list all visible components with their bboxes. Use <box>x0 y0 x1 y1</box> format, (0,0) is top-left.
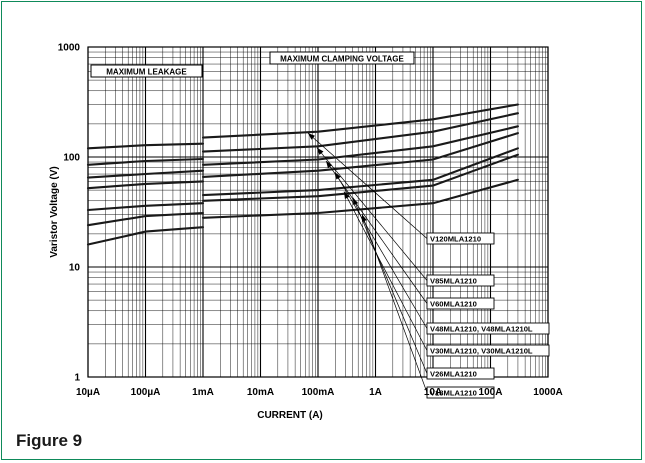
series-label: V48MLA1210, V48MLA1210L <box>430 325 533 334</box>
series-pointer-arrowhead <box>308 133 315 140</box>
series-label: V60MLA1210 <box>430 300 477 309</box>
x-tick-label: 100mA <box>302 387 335 398</box>
x-tick-label: 100µA <box>131 387 161 398</box>
series-pointer-line <box>361 214 428 393</box>
series-labels: V120MLA1210 V85MLA1210 V60MLA1210 V48MLA121… <box>307 132 550 399</box>
series-pointer-line <box>343 191 428 351</box>
y-tick-label: 1000 <box>58 43 81 54</box>
series-pointer-arrowhead <box>344 191 350 199</box>
series-pointer-arrowhead <box>361 214 367 222</box>
series-pointer-arrowhead <box>317 147 324 155</box>
clamping-label: MAXIMUM CLAMPING VOLTAGE <box>280 55 404 64</box>
series-curve-clamping <box>201 112 519 153</box>
series-curve-clamping <box>201 125 519 166</box>
figure-caption: Figure 9 <box>16 431 83 450</box>
series-label-box <box>426 297 495 310</box>
series-pointer-arrowhead <box>353 197 359 206</box>
series-label: V30MLA1210, V30MLA1210L <box>430 347 533 356</box>
series-label-box <box>426 367 495 380</box>
series-curve-leakage <box>86 180 205 190</box>
y-tick-label: 1 <box>74 373 80 384</box>
region-label-clamping: MAXIMUM CLAMPING VOLTAGE <box>269 51 415 65</box>
x-axis-title: CURRENT (A) <box>257 410 323 421</box>
y-axis-title: Varistor Voltage (V) <box>49 166 60 258</box>
y-tick-label: 100 <box>63 153 80 164</box>
x-tick-label: 10µA <box>76 387 100 398</box>
y-tick-labels: 1 10 100 1000 <box>58 43 81 384</box>
series-pointer-line <box>307 132 428 239</box>
x-tick-label: 100A <box>479 387 503 398</box>
series-pointer-arrowhead <box>326 160 333 169</box>
x-tick-label: 1A <box>369 387 382 398</box>
series-curve-leakage <box>86 202 205 212</box>
series-pointer-arrowhead <box>335 172 341 180</box>
series-label: V26MLA1210 <box>430 370 477 379</box>
x-tick-label: 1000A <box>533 387 562 398</box>
series-curve-clamping <box>201 132 519 178</box>
series-curve-clamping <box>201 103 519 139</box>
major-gridlines <box>87 46 549 378</box>
series-label-box <box>426 232 495 245</box>
series-pointer-line <box>316 147 428 281</box>
series-curve-leakage <box>86 142 205 150</box>
series-label: V120MLA1210 <box>430 235 481 244</box>
series-label-box <box>426 386 495 399</box>
y-tick-label: 10 <box>69 263 81 274</box>
x-tick-label: 1mA <box>192 387 214 398</box>
series-pointer-line <box>325 160 428 304</box>
series-pointer-line <box>334 172 428 329</box>
series-curve-clamping <box>201 178 519 219</box>
x-tick-label: 10mA <box>247 387 274 398</box>
series-label-box <box>426 274 495 287</box>
series-label: V85MLA1210 <box>430 277 477 286</box>
series-pointer-line <box>352 197 428 374</box>
region-label-leakage: MAXIMUM LEAKAGE <box>90 64 203 78</box>
leakage-label: MAXIMUM LEAKAGE <box>106 68 187 77</box>
series-curve-leakage <box>86 157 205 166</box>
series-label: V18MLA1210 <box>430 389 477 398</box>
series-label-box <box>426 322 550 335</box>
series-curve-leakage <box>86 169 205 179</box>
x-tick-labels: 10µA 100µA 1mA 10mA 100mA 1A 10A 100A 1000A <box>76 387 563 398</box>
series-curve-leakage <box>86 211 205 227</box>
series-curve-clamping <box>201 147 519 197</box>
series-curve-clamping <box>201 153 519 202</box>
series-curve-leakage <box>86 226 205 246</box>
series-label-box <box>426 344 550 357</box>
series-curves <box>86 103 519 246</box>
x-tick-label: 10A <box>424 387 442 398</box>
